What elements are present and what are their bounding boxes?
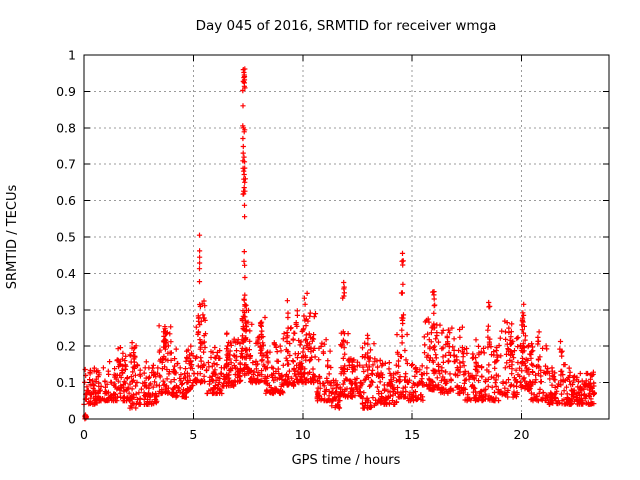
y-tick-label-0.3: 0.3 [56,302,76,317]
grid-lines [84,55,609,419]
x-axis-label: GPS time / hours [292,453,401,468]
y-tick-label-0: 0 [68,412,76,427]
y-tick-label-0.8: 0.8 [56,120,76,135]
y-tick-label-0.5: 0.5 [56,230,76,245]
x-tick-label-5: 5 [189,427,197,442]
x-tick-label-20: 20 [514,427,530,442]
y-tick-label-0.6: 0.6 [56,193,76,208]
scatter-data-points [81,66,597,422]
y-tick-label-0.1: 0.1 [56,375,76,390]
chart-title: Day 045 of 2016, SRMTID for receiver wmg… [196,18,497,34]
y-tick-label-0.9: 0.9 [56,84,76,99]
y-axis-label: SRMTID / TECUs [5,185,20,290]
y-tick-label-0.4: 0.4 [56,266,76,281]
y-tick-label-1: 1 [68,48,76,63]
plot-frame [83,54,610,420]
x-tick-label-15: 15 [404,427,420,442]
x-tick-label-0: 0 [80,427,88,442]
y-tick-label-0.2: 0.2 [56,339,76,354]
y-tick-label-0.7: 0.7 [56,157,76,172]
x-tick-label-10: 10 [295,427,311,442]
y-tick-labels: 0 0.1 0.2 0.3 0.4 0.5 0.6 0.7 0.8 0.9 1 [56,48,76,427]
x-tick-labels: 0 5 10 15 20 [80,427,529,442]
